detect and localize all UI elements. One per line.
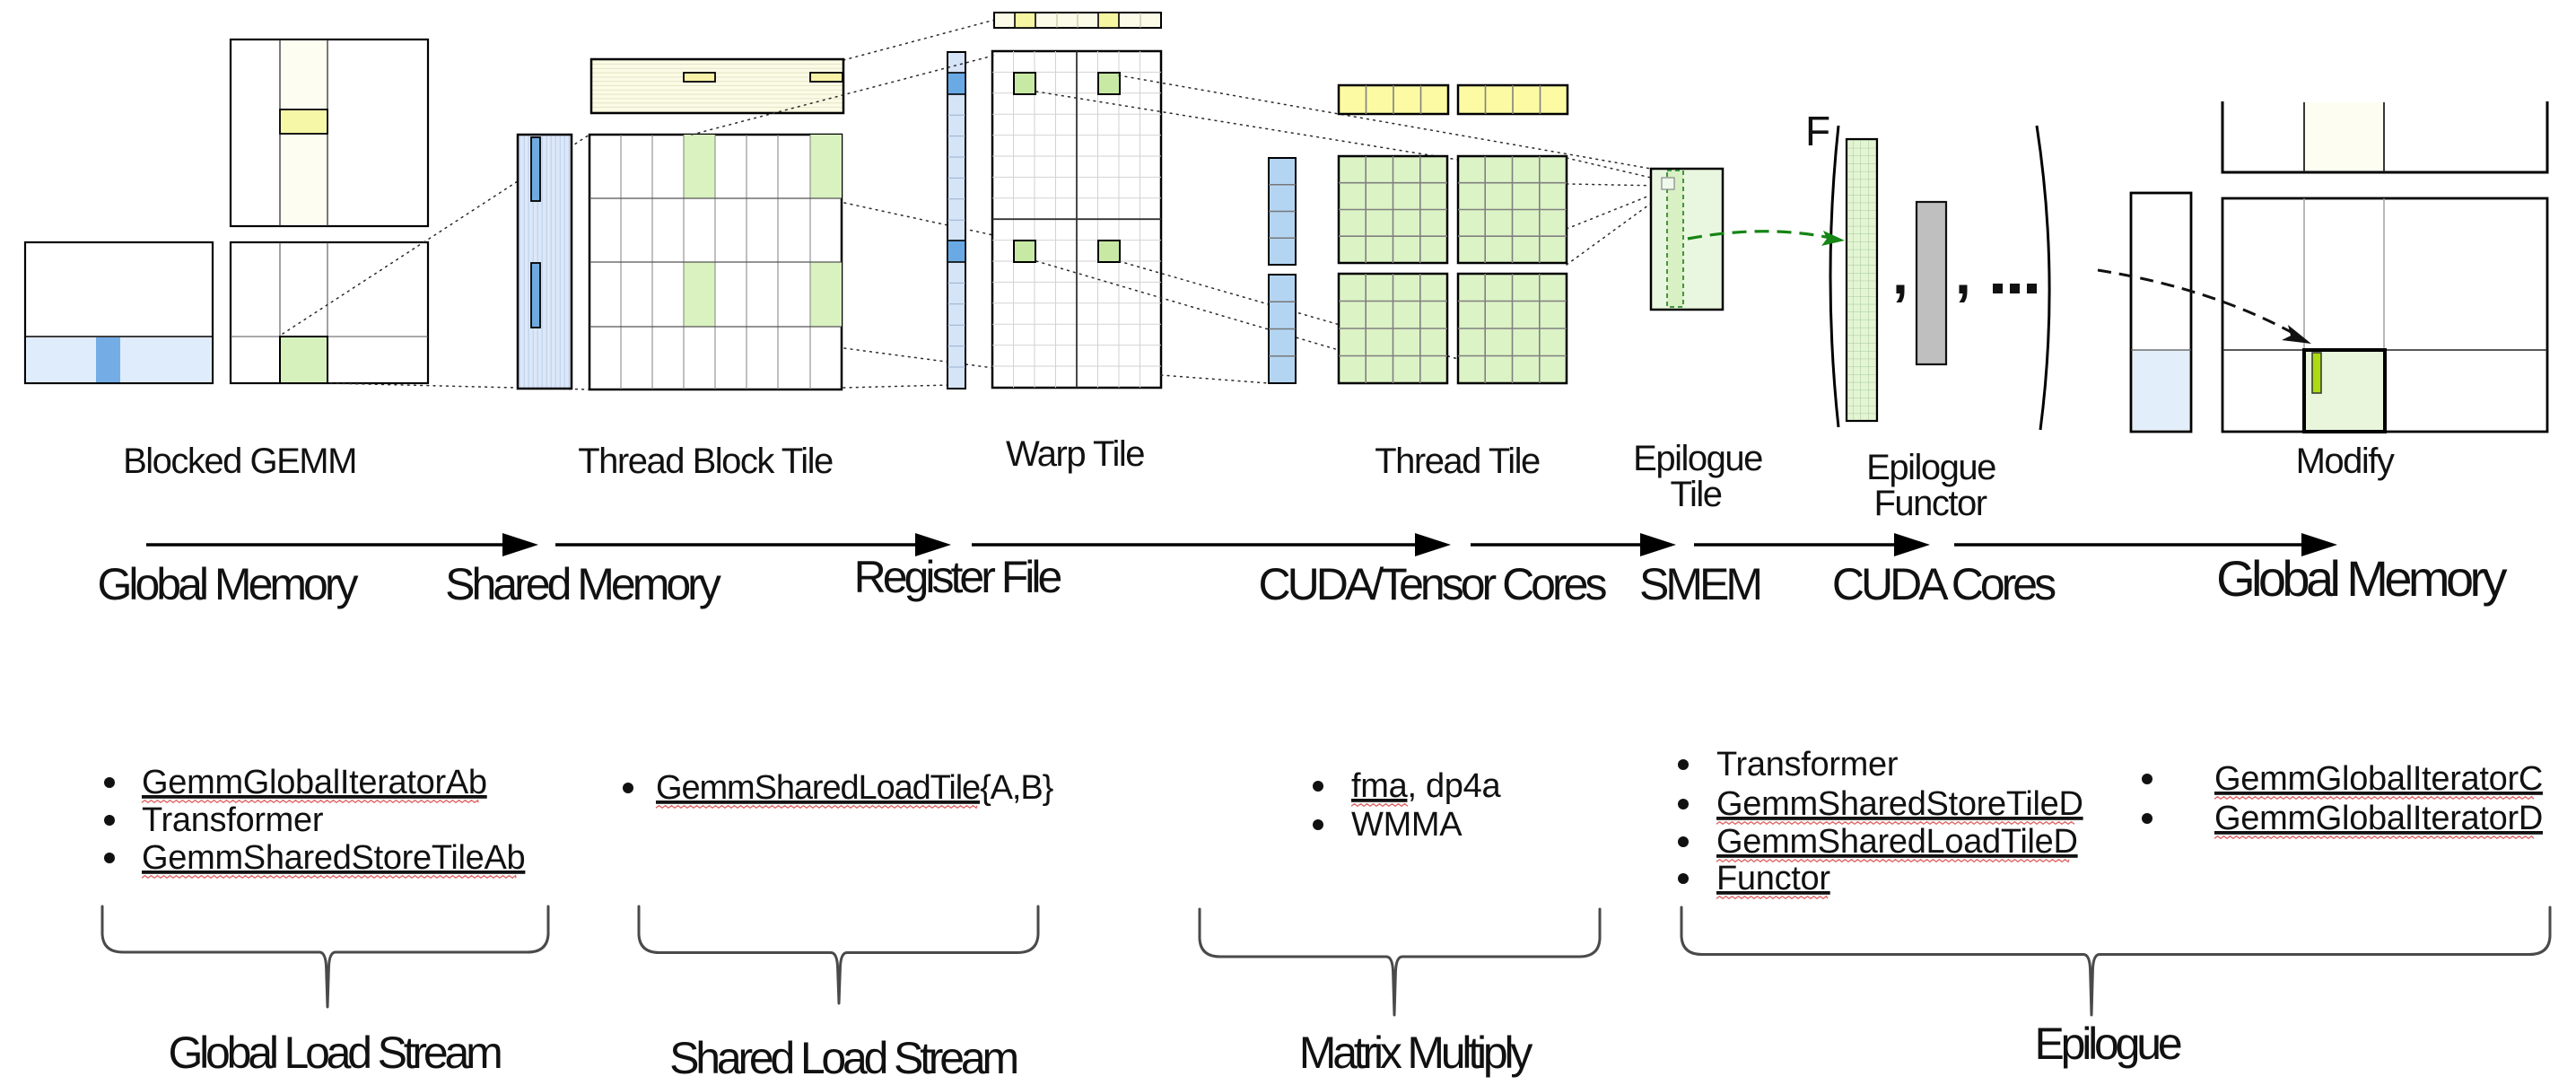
- svg-text:Modify: Modify: [2296, 442, 2395, 481]
- svg-text:Blocked GEMM: Blocked GEMM: [123, 442, 356, 481]
- svg-text:Epilogue: Epilogue: [1633, 439, 1762, 478]
- svg-text:GemmSharedStoreTileAb: GemmSharedStoreTileAb: [142, 839, 525, 877]
- svg-text:Thread Block Tile: Thread Block Tile: [578, 442, 833, 481]
- svg-text:GemmGlobalIteratorD: GemmGlobalIteratorD: [2214, 800, 2543, 837]
- svg-text:SMEM: SMEM: [1639, 559, 1760, 609]
- svg-text:GemmSharedLoadTileD: GemmSharedLoadTileD: [1716, 823, 2078, 861]
- svg-text:GemmSharedLoadTile{A,B}: GemmSharedLoadTile{A,B}: [656, 769, 1053, 807]
- svg-text:Functor: Functor: [1716, 860, 1830, 897]
- svg-text:Epilogue: Epilogue: [1866, 448, 1995, 487]
- svg-text:Epilogue: Epilogue: [2034, 1019, 2180, 1069]
- svg-text:Transformer: Transformer: [1716, 746, 1899, 783]
- svg-text:F: F: [1805, 108, 1830, 154]
- svg-text:WMMA: WMMA: [1351, 806, 1463, 844]
- svg-text:GemmGlobalIteratorAb: GemmGlobalIteratorAb: [142, 764, 487, 801]
- svg-text:,: ,: [1892, 241, 1908, 306]
- svg-text:CUDA Cores: CUDA Cores: [1832, 559, 2056, 609]
- svg-text:Warp Tile: Warp Tile: [1006, 434, 1144, 474]
- svg-text:CUDA/Tensor Cores: CUDA/Tensor Cores: [1259, 559, 1607, 609]
- svg-text:Tile: Tile: [1671, 475, 1722, 514]
- svg-text:Global Memory: Global Memory: [98, 559, 359, 609]
- svg-text:,: ,: [1955, 241, 1971, 306]
- svg-text:GemmSharedStoreTileD: GemmSharedStoreTileD: [1716, 785, 2083, 823]
- svg-text:Thread Tile: Thread Tile: [1375, 442, 1540, 481]
- svg-text:Shared Memory: Shared Memory: [445, 559, 721, 609]
- svg-text:Transformer: Transformer: [142, 801, 324, 839]
- svg-text:Global Memory: Global Memory: [2216, 550, 2507, 607]
- svg-text:Matrix Multiply: Matrix Multiply: [1299, 1028, 1533, 1078]
- svg-text:Functor: Functor: [1873, 484, 1987, 523]
- svg-text:Shared Load Stream: Shared Load Stream: [669, 1033, 1017, 1083]
- svg-text:GemmGlobalIteratorC: GemmGlobalIteratorC: [2214, 760, 2543, 798]
- svg-text:Global Load Stream: Global Load Stream: [168, 1028, 501, 1078]
- svg-text:Register File: Register File: [854, 552, 1061, 602]
- svg-text:fma, dp4a: fma, dp4a: [1351, 767, 1501, 805]
